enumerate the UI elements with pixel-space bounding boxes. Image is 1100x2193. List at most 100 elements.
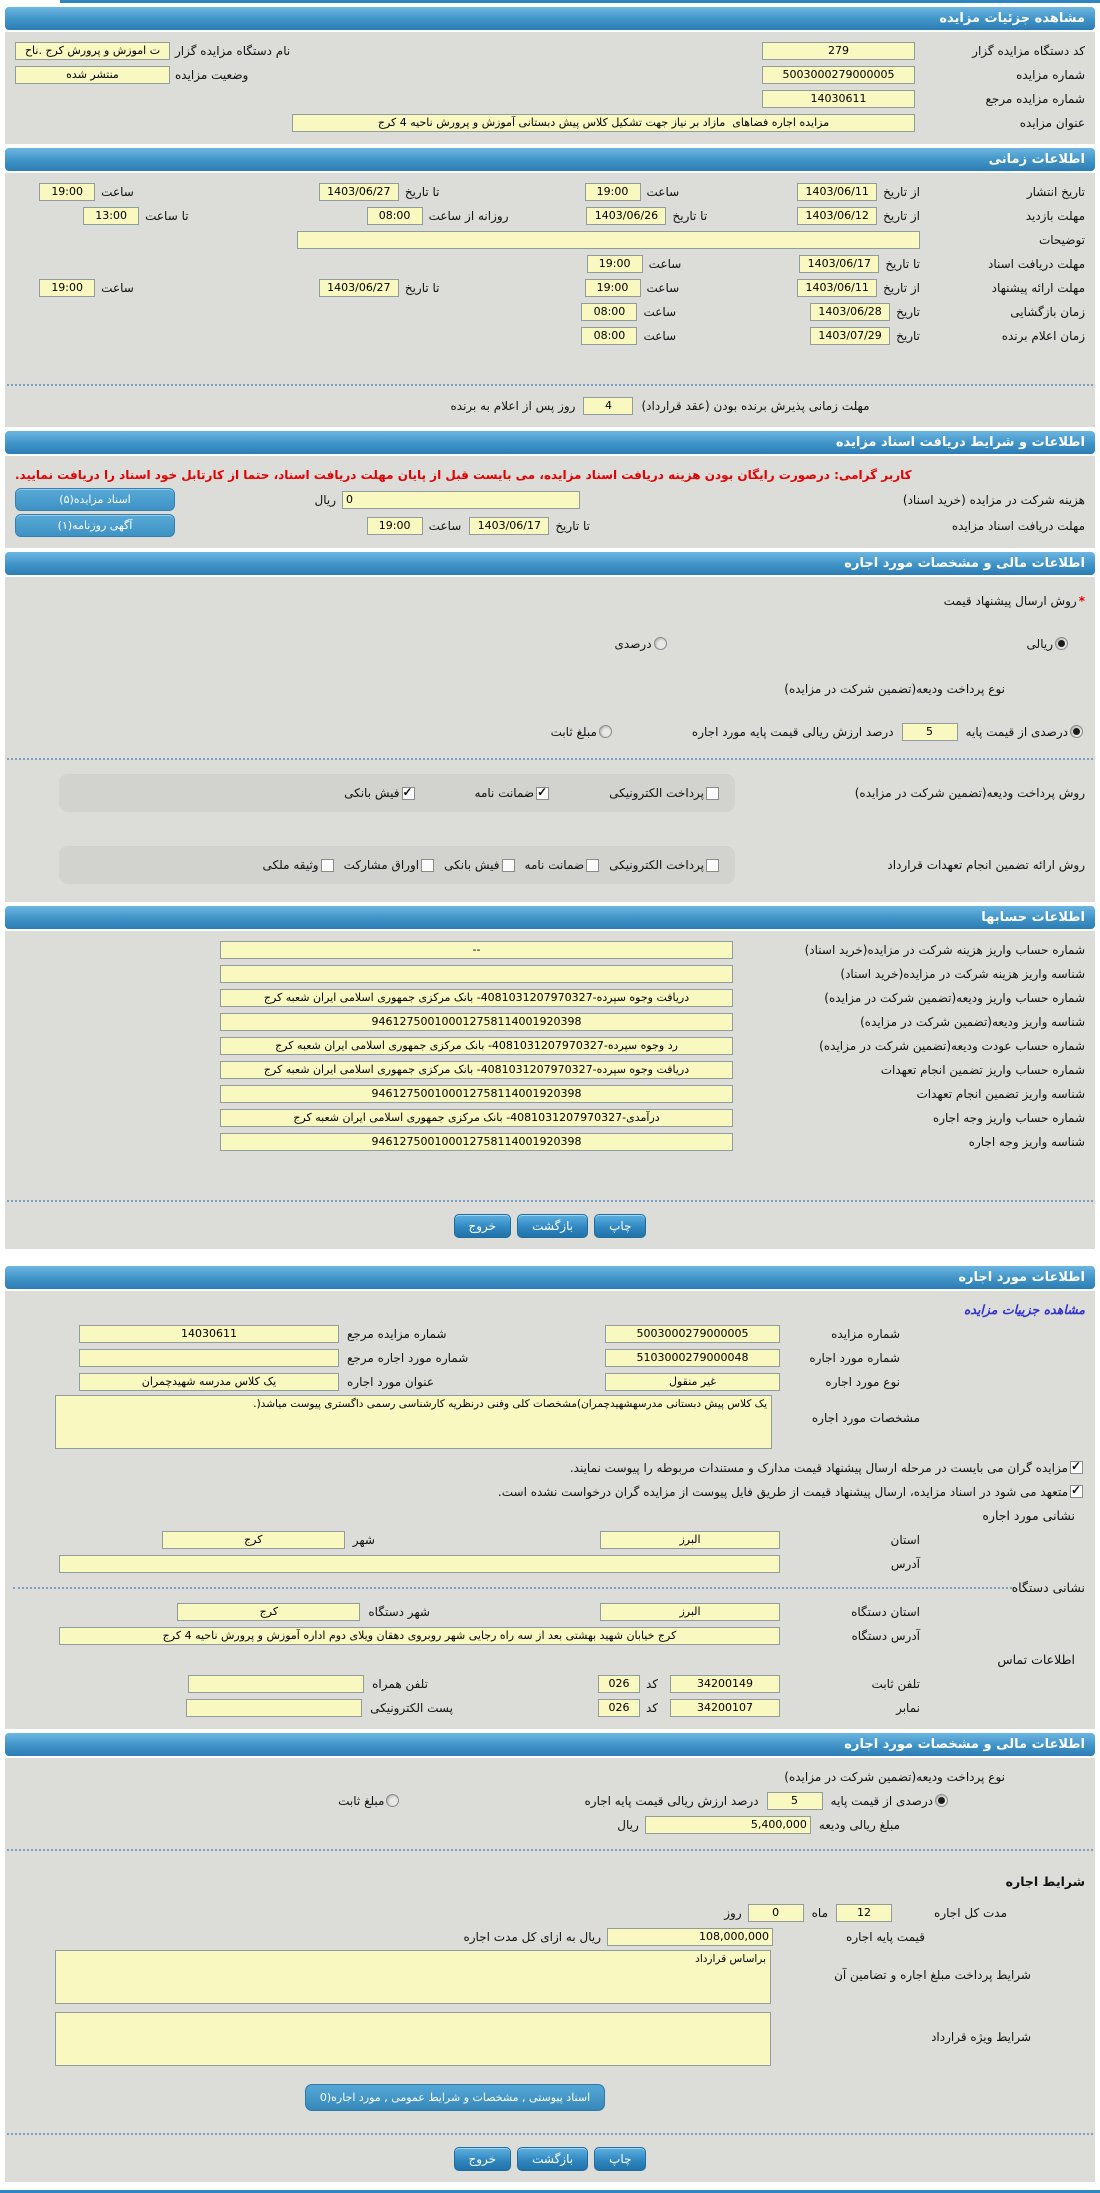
participation-bonds-checkbox[interactable] — [421, 858, 435, 872]
docs-to-time-input[interactable] — [586, 254, 643, 273]
agency-code-input[interactable] — [762, 41, 915, 60]
exit-button[interactable]: خروج — [453, 1214, 512, 1238]
publish-to-date-input[interactable] — [318, 182, 399, 201]
auction-title-input[interactable] — [292, 113, 915, 132]
offer-from-date-input[interactable] — [797, 278, 878, 297]
newspaper-ad-button[interactable]: آگهی روزنامه(۱) — [15, 514, 175, 537]
auction-ref-input[interactable] — [79, 1324, 339, 1343]
offer-to-time-input[interactable] — [39, 278, 96, 297]
account-input[interactable] — [220, 1132, 733, 1151]
deposit-amount-input[interactable] — [644, 1815, 811, 1834]
city-input[interactable] — [161, 1530, 345, 1549]
org-province-input[interactable] — [600, 1602, 780, 1621]
electronic-payment-checkbox[interactable] — [706, 786, 719, 800]
to-date-label: تا تاریخ — [885, 256, 920, 271]
docs-to-date-input[interactable] — [799, 254, 880, 273]
agency-name-input[interactable] — [15, 41, 170, 60]
rial-option-label: ریالی — [1026, 636, 1053, 651]
property-collateral-checkbox[interactable] — [320, 858, 334, 872]
account-input[interactable] — [220, 1036, 733, 1055]
auction-no-input[interactable] — [762, 65, 915, 84]
bank-receipt-checkbox[interactable] — [401, 785, 415, 800]
warning-text: کاربر گرامی: درصورت رایگان بودن هزینه در… — [15, 467, 912, 482]
electronic-payment-checkbox[interactable] — [706, 858, 719, 872]
offer-to-date-input[interactable] — [318, 278, 399, 297]
fixed-amount-radio[interactable] — [598, 725, 612, 738]
winner-time-input[interactable] — [581, 326, 638, 345]
address-input[interactable] — [59, 1554, 780, 1573]
province-input[interactable] — [600, 1530, 780, 1549]
docs-deadline-date-input[interactable] — [469, 516, 550, 535]
email-input[interactable] — [186, 1698, 363, 1717]
attachments-button[interactable]: اسناد پیوستی , مشخصات و شرایط عمومی , مو… — [305, 2084, 605, 2111]
notes-input[interactable] — [297, 230, 920, 249]
rial-radio[interactable] — [1055, 637, 1068, 650]
visit-daily-to-input[interactable] — [83, 206, 140, 225]
auction-documents-button[interactable]: اسناد مزایده(۵) — [15, 488, 175, 511]
item-no-input[interactable] — [605, 1348, 780, 1367]
acceptance-days-input[interactable] — [583, 396, 634, 415]
account-input[interactable] — [220, 964, 733, 983]
org-city-input[interactable] — [177, 1602, 361, 1621]
special-terms-textarea[interactable] — [55, 2012, 771, 2066]
print-button[interactable]: چاپ — [594, 2147, 647, 2171]
item-title-input[interactable] — [79, 1372, 339, 1391]
fixed-amount-radio[interactable] — [386, 1794, 400, 1807]
fax-input[interactable] — [670, 1698, 780, 1717]
no-file-request-checkbox[interactable] — [1070, 1483, 1083, 1498]
special-terms-label: شرایط ویژه قرارداد — [931, 2030, 1031, 2044]
account-input[interactable] — [220, 940, 733, 959]
docs-deadline-time-input[interactable] — [366, 516, 423, 535]
publish-from-date-input[interactable] — [797, 182, 878, 201]
back-button[interactable]: بازگشت — [517, 1214, 589, 1238]
publish-to-time-input[interactable] — [39, 182, 96, 201]
print-button[interactable]: چاپ — [594, 1214, 647, 1238]
view-auction-details-link[interactable]: مشاهده جزییات مزایده — [963, 1302, 1085, 1317]
phone-input[interactable] — [670, 1674, 780, 1693]
phone-code-input[interactable] — [597, 1674, 640, 1693]
account-label: شماره حساب واریز هزینه شرکت در مزایده(خر… — [804, 942, 1085, 957]
org-address-input[interactable] — [59, 1626, 780, 1645]
item-specs-textarea[interactable]: یک کلاس پیش دبستانی مدرسهشهیدچمران)مشخصا… — [55, 1395, 772, 1449]
back-button[interactable]: بازگشت — [517, 2147, 589, 2171]
visit-to-date-input[interactable] — [586, 206, 667, 225]
winner-date-input[interactable] — [810, 326, 891, 345]
percent-radio[interactable] — [653, 637, 667, 650]
financial-panel-2: نوع پرداخت ودیعه(تضمین شرکت در مزایده) د… — [5, 1758, 1095, 2182]
item-ref-input[interactable] — [79, 1348, 339, 1367]
account-input[interactable] — [220, 1084, 733, 1103]
offer-from-time-input[interactable] — [584, 278, 641, 297]
opening-date-input[interactable] — [810, 302, 891, 321]
attach-docs-checkbox[interactable] — [1070, 1459, 1083, 1474]
auction-status-input[interactable] — [15, 65, 170, 84]
auction-ref-input[interactable] — [762, 89, 915, 108]
opening-time-input[interactable] — [581, 302, 638, 321]
duration-days-input[interactable] — [747, 1903, 804, 1922]
account-input[interactable] — [220, 1060, 733, 1079]
item-type-input[interactable] — [605, 1372, 780, 1391]
visit-from-date-input[interactable] — [797, 206, 878, 225]
guarantee-letter-checkbox[interactable] — [586, 858, 600, 872]
auction-no-input[interactable] — [605, 1324, 780, 1343]
account-input[interactable] — [220, 1012, 733, 1031]
account-input[interactable] — [220, 988, 733, 1007]
base-percent-suffix: درصد ارزش ریالی قیمت پایه اجاره — [584, 1793, 759, 1808]
hour-label: ساعت — [646, 184, 680, 199]
guarantee-letter-checkbox[interactable] — [536, 785, 550, 800]
participation-fee-input[interactable] — [342, 490, 580, 509]
fax-code-input[interactable] — [597, 1698, 640, 1717]
exit-button[interactable]: خروج — [453, 2147, 512, 2171]
base-percent-input[interactable] — [901, 722, 958, 741]
bank-receipt-checkbox[interactable] — [501, 858, 515, 872]
base-price-input[interactable] — [607, 1927, 773, 1946]
row-attach-docs-check: مزایده گران می بایست در مرحله ارسال پیشن… — [15, 1457, 1085, 1478]
account-input[interactable] — [220, 1108, 733, 1127]
duration-months-input[interactable] — [836, 1903, 892, 1922]
payment-terms-textarea[interactable]: براساس قرارداد — [55, 1950, 771, 2004]
publish-from-time-input[interactable] — [584, 182, 641, 201]
base-percent-input[interactable] — [766, 1791, 823, 1810]
base-percent-radio[interactable] — [1070, 725, 1083, 738]
base-percent-radio[interactable] — [935, 1794, 948, 1807]
visit-daily-from-input[interactable] — [366, 206, 423, 225]
mobile-input[interactable] — [188, 1674, 365, 1693]
